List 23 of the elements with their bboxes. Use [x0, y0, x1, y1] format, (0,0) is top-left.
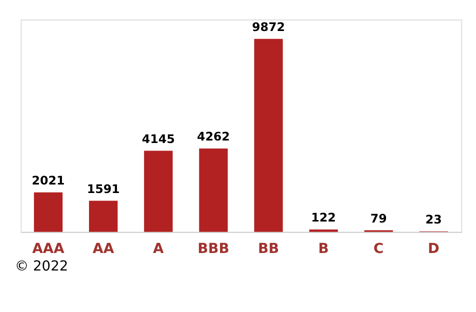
x-tick-label: A — [153, 241, 164, 258]
bar — [199, 148, 228, 232]
bar — [89, 200, 118, 232]
data-label: 122 — [311, 210, 336, 225]
bar — [34, 192, 63, 232]
bar — [309, 229, 338, 232]
x-tick-label: BB — [258, 241, 280, 258]
data-label: 4262 — [196, 130, 230, 144]
data-label: 2021 — [32, 173, 65, 188]
x-tick-label: C — [374, 241, 384, 258]
x-tick-label: B — [318, 241, 329, 258]
data-label: 1591 — [86, 182, 120, 196]
x-tick-label: BBB — [198, 241, 230, 258]
x-tick-label: AAA — [32, 241, 65, 258]
data-label: 79 — [370, 211, 387, 226]
data-label: 9872 — [252, 20, 285, 34]
data-label: 4145 — [142, 132, 175, 146]
bar — [254, 38, 283, 232]
x-tick-label: AA — [92, 241, 114, 258]
data-label: 23 — [425, 212, 442, 226]
x-tick-label: D — [428, 241, 440, 258]
bar — [144, 150, 173, 232]
text: © 2022 — [14, 258, 68, 274]
